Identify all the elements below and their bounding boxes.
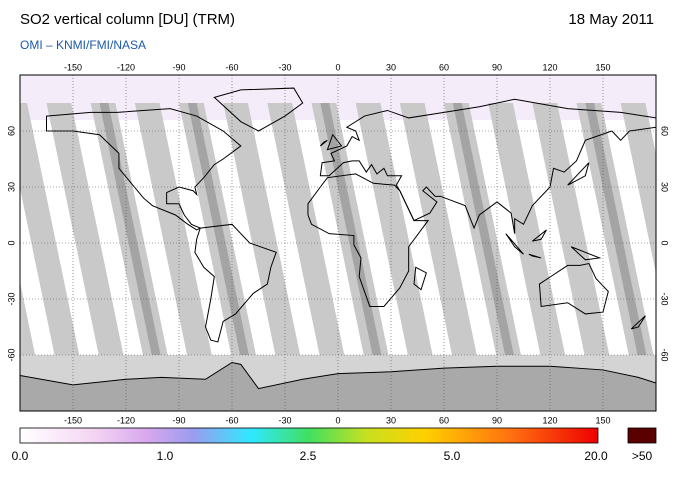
lon-tick-label: -30: [278, 415, 291, 425]
swath-overlap: [452, 102, 515, 359]
lat-tick-label: -30: [660, 292, 670, 305]
lat-tick-label: -30: [6, 292, 16, 305]
colorbar-label: 20.0: [584, 449, 608, 463]
lat-tick-label: 0: [660, 240, 670, 245]
lon-tick-label: -30: [278, 62, 291, 72]
orbit-swath: [355, 102, 434, 359]
orbit-swath: [399, 102, 478, 359]
lon-tick-label: -60: [225, 415, 238, 425]
orbit-swath: [20, 282, 36, 359]
orbit-swath: [488, 102, 566, 359]
lon-tick-label: 60: [439, 62, 449, 72]
lon-tick-label: 30: [386, 415, 396, 425]
lon-tick-label: 120: [542, 415, 557, 425]
colorbar-label: 2.5: [300, 449, 317, 463]
map-area: [20, 75, 676, 411]
lon-tick-label: 120: [542, 62, 557, 72]
lat-tick-label: 30: [6, 182, 16, 192]
orbit-swath: [665, 103, 676, 359]
orbit-swath: [46, 102, 125, 359]
swath-overlap: [99, 102, 162, 359]
lon-tick-label: 30: [386, 62, 396, 72]
orbit-swath: [134, 102, 213, 359]
credit: OMI – KNMI/FMI/NASA: [20, 38, 146, 52]
swath-overlap: [585, 102, 648, 359]
lon-tick-label: -150: [64, 62, 82, 72]
orbit-swath: [20, 102, 81, 359]
lon-tick-label: -120: [117, 415, 135, 425]
swath-overlap: [320, 102, 383, 359]
lon-tick-label: 60: [439, 415, 449, 425]
lon-tick-label: 150: [595, 62, 610, 72]
lon-tick-label: 0: [335, 415, 340, 425]
title: SO2 vertical column [DU] (TRM): [20, 11, 235, 28]
lon-tick-label: 150: [595, 415, 610, 425]
lon-tick-label: -150: [64, 415, 82, 425]
lat-tick-label: 60: [660, 126, 670, 136]
lon-tick-label: 0: [335, 62, 340, 72]
lat-tick-label: -60: [660, 348, 670, 361]
lon-tick-label: 90: [492, 415, 502, 425]
lat-tick-label: 30: [660, 182, 670, 192]
colorbar-overflow-label: >50: [632, 449, 653, 463]
orbit-swath: [223, 102, 301, 359]
lon-tick-label: -60: [225, 62, 238, 72]
orbit-swath: [267, 102, 346, 359]
lon-tick-label: -120: [117, 62, 135, 72]
colorbar-overflow: [627, 427, 657, 444]
lon-tick-label: 90: [492, 62, 502, 72]
colorbar: [19, 427, 599, 444]
lon-tick-label: -90: [172, 415, 185, 425]
colorbar-label: 0.0: [12, 449, 29, 463]
colorbar-label: 5.0: [444, 449, 461, 463]
lat-tick-label: -60: [6, 348, 16, 361]
date: 18 May 2011: [568, 11, 654, 28]
swath-overlap: [187, 102, 250, 359]
orbit-swath: [532, 102, 611, 359]
lat-tick-label: 0: [6, 240, 16, 245]
lat-tick-label: 60: [6, 126, 16, 136]
lon-tick-label: -90: [172, 62, 185, 72]
colorbar-label: 1.0: [157, 449, 174, 463]
